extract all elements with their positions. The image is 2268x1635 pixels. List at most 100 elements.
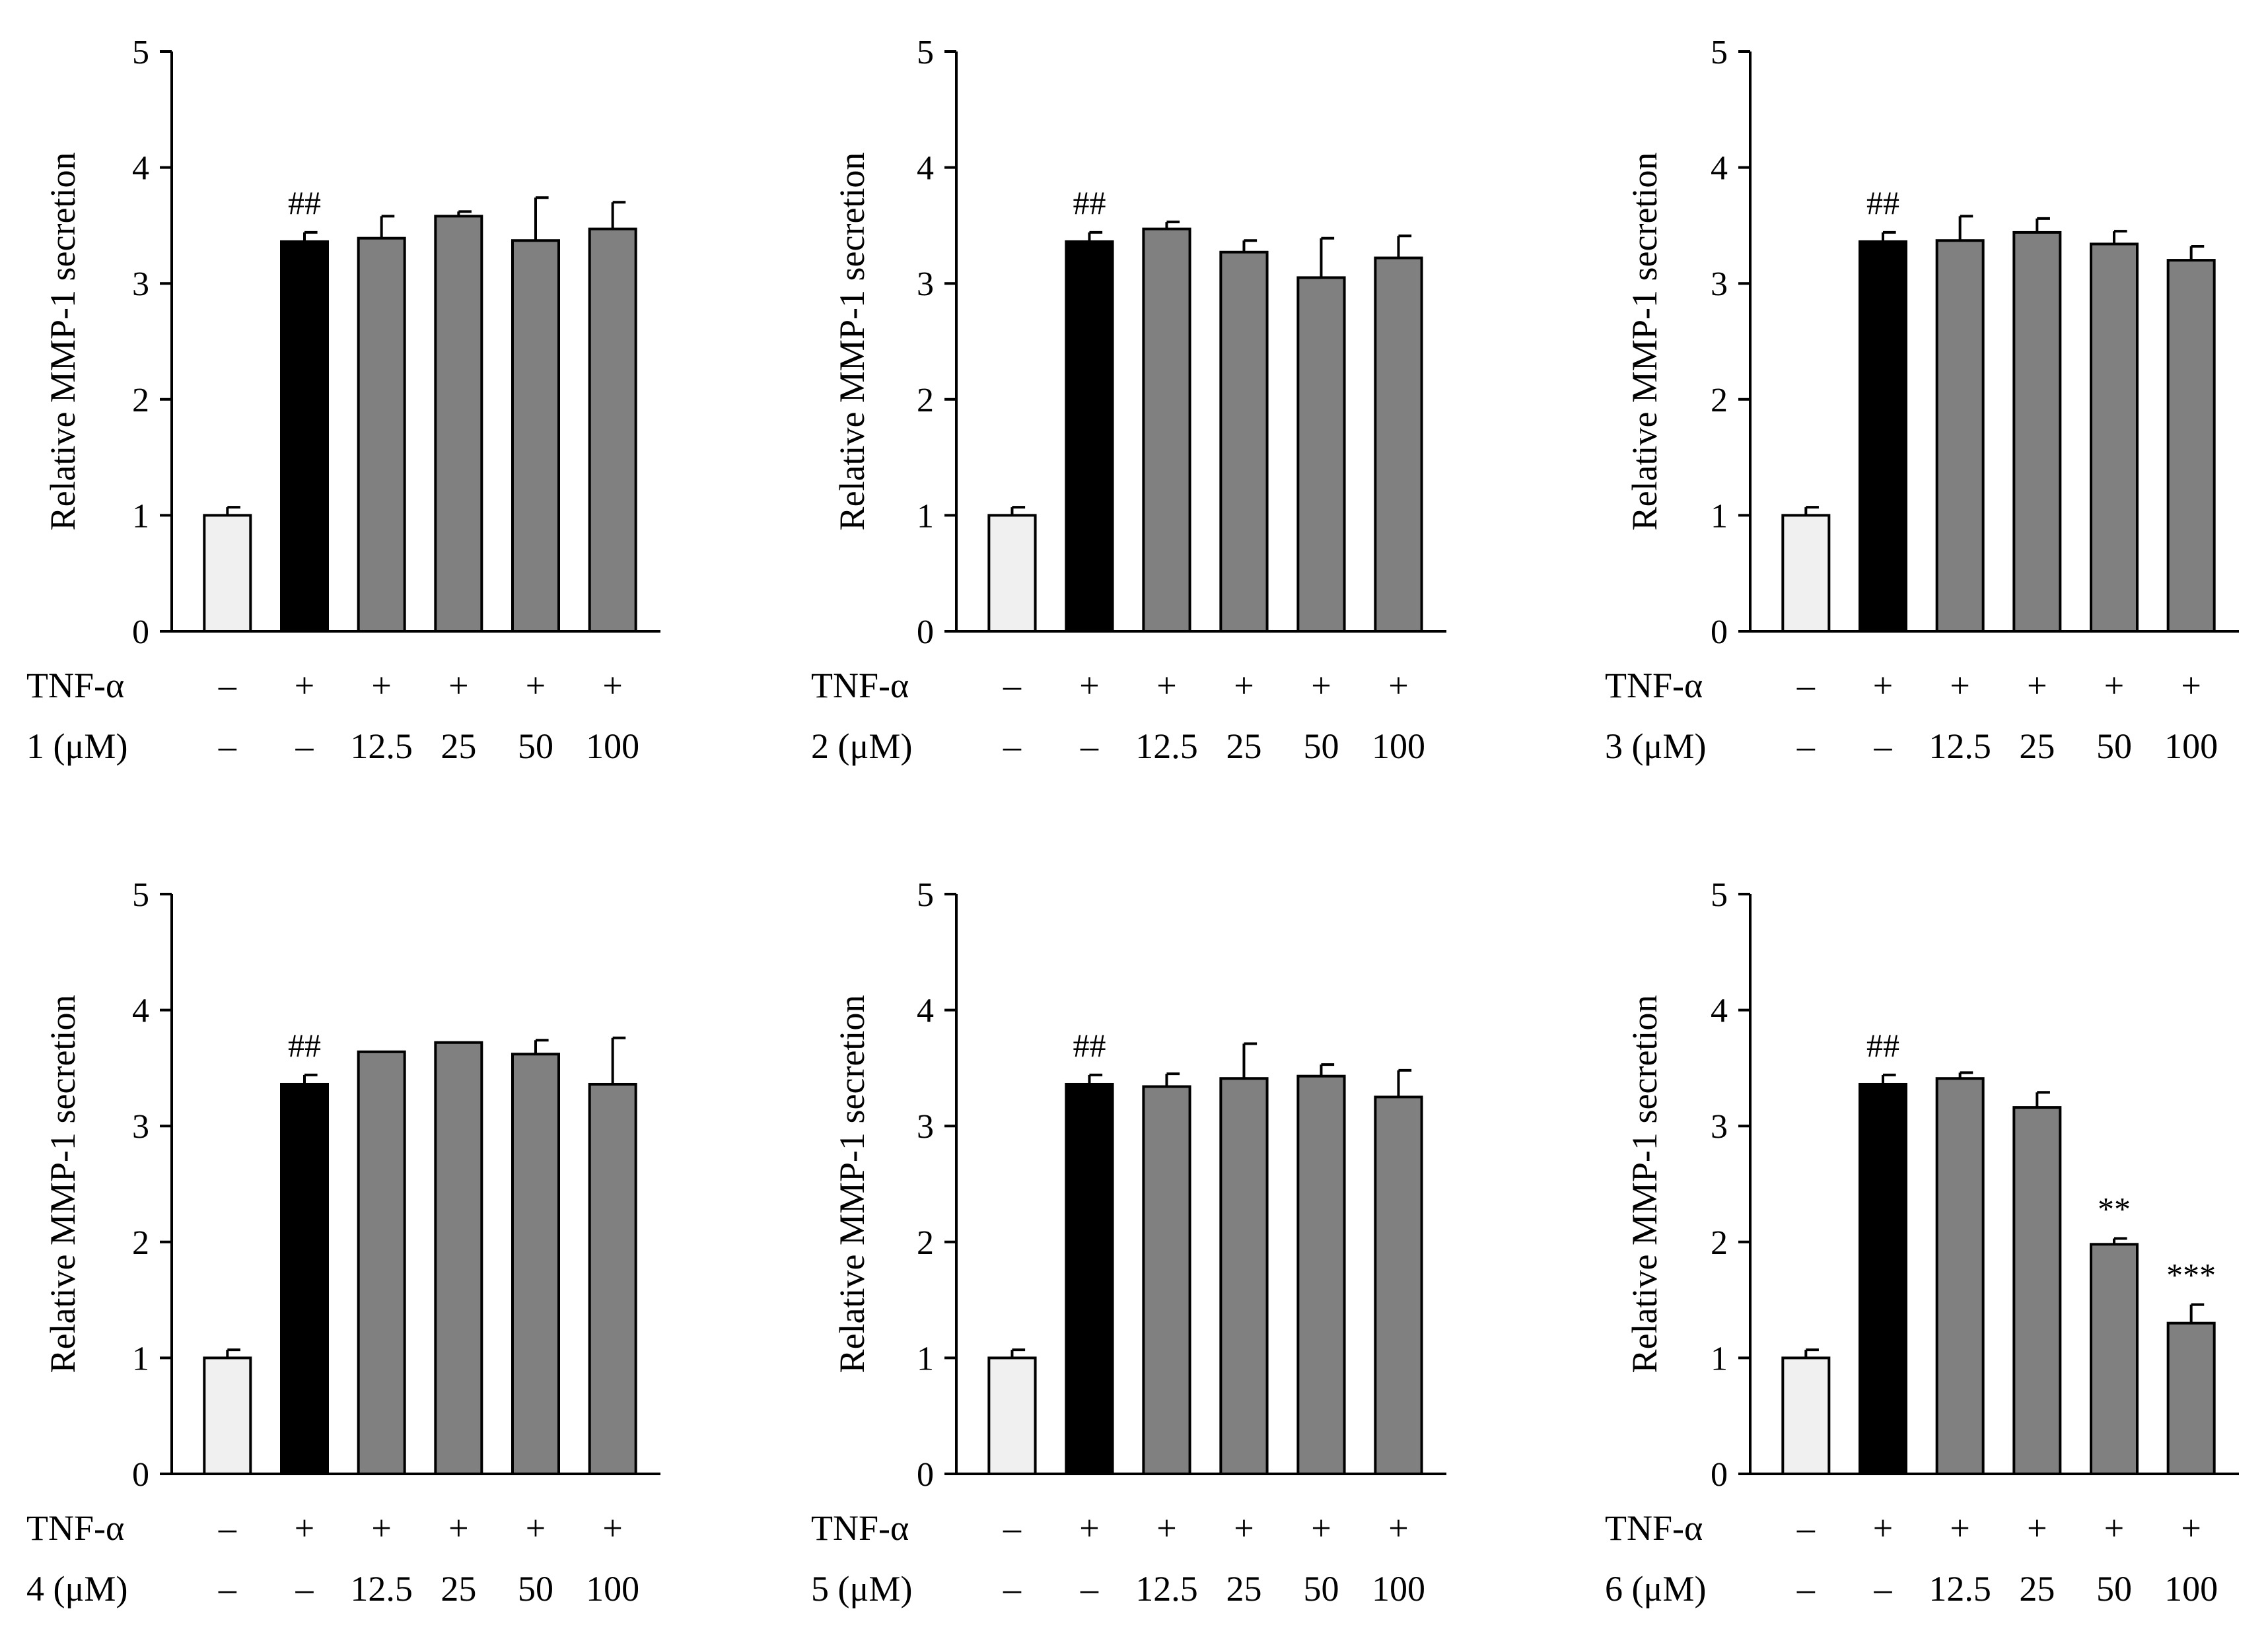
conc-row-value: – [218,1569,237,1609]
y-axis-title: Relative MMP-1 secretion [43,995,83,1374]
tnf-row-label: TNF-α [1605,666,1703,705]
conc-row-value: 25 [2019,1569,2055,1609]
conc-row-label: 2 (μM) [811,726,912,766]
tnf-row-label: TNF-α [811,666,909,705]
tnf-row-value: + [1311,1508,1331,1548]
y-axis-title: Relative MMP-1 secretion [832,153,872,531]
bar [588,227,637,633]
tnf-row-value: + [371,666,391,705]
bar [1296,276,1346,633]
y-tick-label: 2 [917,1224,934,1262]
y-tick-label: 3 [132,1108,149,1146]
bar [511,239,560,633]
chart-panel-1: 0 1 2 3 4 5 Relative MMP-1 secretion – – ## + – +12.… [26,34,660,766]
significance-label: ## [1866,1027,1899,1064]
y-tick-label: 2 [132,382,149,419]
conc-row-value: 12.5 [1929,1569,1991,1609]
conc-row-value: – [1080,1569,1099,1609]
conc-row-value: 100 [1372,1569,1425,1609]
conc-row-value: 50 [2096,726,2132,766]
bar [1142,227,1191,633]
bar [1781,1356,1831,1475]
y-tick-label: 0 [917,613,934,651]
conc-row-value: 25 [441,726,476,766]
y-tick-label: 4 [1711,992,1728,1030]
y-tick-label: 5 [917,876,934,914]
conc-row-value: – [1874,1569,1893,1609]
bar [1219,1077,1269,1475]
tnf-row-value: + [2181,666,2201,705]
tnf-row-value: + [1156,1508,1176,1548]
chart-panel-4: 0 1 2 3 4 5 Relative MMP-1 secretion – – ## + – +12.… [26,876,660,1609]
y-tick-label: 3 [917,1108,934,1146]
bar [1935,1077,1985,1475]
conc-row-value: 50 [1303,1569,1339,1609]
bar [511,1053,560,1475]
y-tick-label: 4 [1711,150,1728,188]
tnf-row-value: + [1873,666,1893,705]
tnf-row-value: + [526,666,546,705]
bar [357,236,406,633]
y-tick-label: 0 [132,1456,149,1494]
tnf-row-label: TNF-α [811,1508,909,1548]
significance-label: ## [1073,1027,1106,1064]
significance-label: *** [2166,1257,2216,1294]
bar [280,1082,329,1475]
tnf-row-value: + [1234,1508,1254,1548]
chart-panel-5: 0 1 2 3 4 5 Relative MMP-1 secretion – – ## + – +12.… [811,876,1446,1609]
tnf-row-value: + [1234,666,1254,705]
y-tick-label: 3 [1711,265,1728,303]
y-tick-label: 5 [132,876,149,914]
significance-label: ## [288,1027,321,1064]
y-tick-label: 3 [1711,1108,1728,1146]
tnf-row-value: + [1156,666,1176,705]
conc-row-value: – [1874,726,1893,766]
y-tick-label: 2 [132,1224,149,1262]
tnf-row-value: + [1873,1508,1893,1548]
y-tick-label: 5 [1711,34,1728,71]
y-tick-label: 0 [917,1456,934,1494]
bar [280,240,329,633]
tnf-row-value: + [371,1508,391,1548]
bar [203,1356,252,1475]
y-tick-label: 2 [1711,1224,1728,1262]
conc-row-label: 4 (μM) [26,1569,127,1609]
bar [2012,1106,2062,1475]
y-tick-label: 2 [917,382,934,419]
tnf-row-value: – [218,666,237,705]
y-tick-label: 5 [917,34,934,71]
y-tick-label: 1 [132,1340,149,1377]
conc-row-value: – [1003,726,1022,766]
conc-row-value: – [1796,726,1816,766]
significance-label: ## [288,184,321,221]
tnf-row-label: TNF-α [26,1508,124,1548]
y-tick-label: 0 [132,613,149,651]
bar [1859,240,1907,633]
bar [1219,250,1269,633]
conc-row-value: 12.5 [1135,726,1198,766]
bar [588,1082,637,1475]
chart-panel-2: 0 1 2 3 4 5 Relative MMP-1 secretion – – ## + – +12.… [811,34,1446,766]
chart-panel-3: 0 1 2 3 4 5 Relative MMP-1 secretion – – ## + – +12.… [1605,34,2239,766]
bar [1935,239,1985,633]
tnf-row-value: + [2104,1508,2124,1548]
y-tick-label: 4 [132,150,149,188]
bar [434,215,483,633]
tnf-row-value: – [1003,1508,1022,1548]
conc-row-value: 100 [1372,726,1425,766]
tnf-row-value: – [218,1508,237,1548]
tnf-row-value: + [1388,666,1408,705]
bar [1142,1085,1191,1475]
y-tick-label: 4 [132,992,149,1030]
y-tick-label: 5 [1711,876,1728,914]
tnf-row-value: + [526,1508,546,1548]
conc-row-value: 50 [1303,726,1339,766]
y-axis-title: Relative MMP-1 secretion [1625,995,1664,1374]
y-tick-label: 0 [1711,1456,1728,1494]
bar [2166,1321,2216,1475]
tnf-row-value: + [1079,1508,1099,1548]
tnf-row-label: TNF-α [26,666,124,705]
significance-label: ## [1866,184,1899,221]
conc-row-value: 50 [518,1569,553,1609]
